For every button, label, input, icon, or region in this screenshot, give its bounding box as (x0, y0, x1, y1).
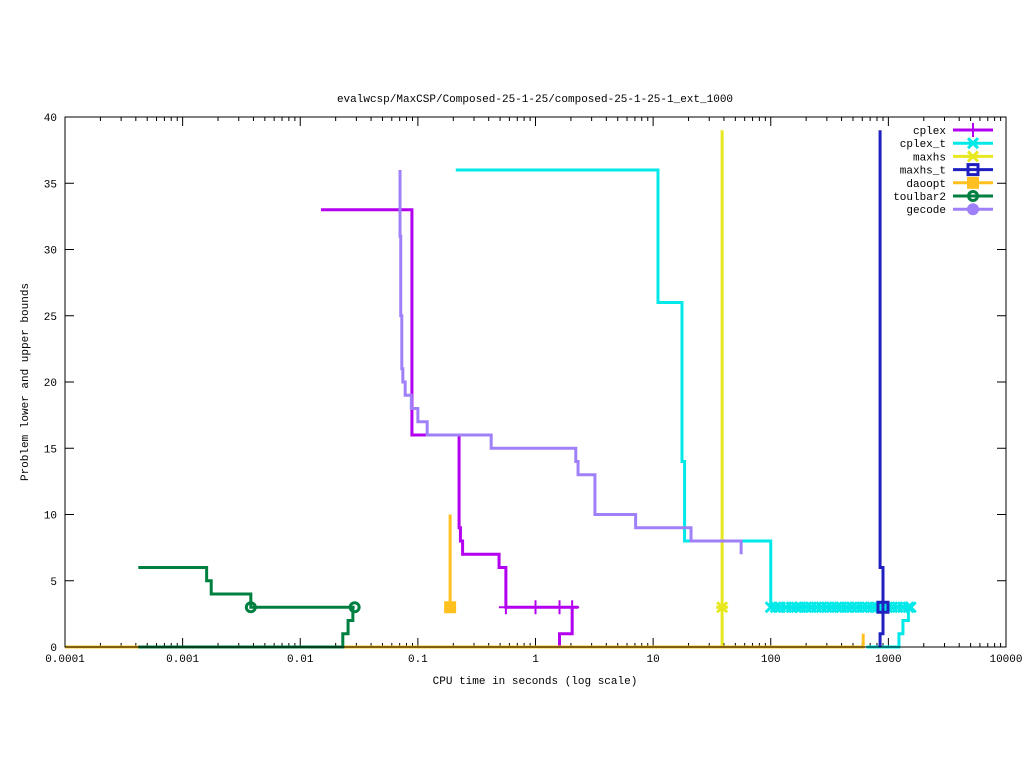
marker-stroke (902, 601, 915, 614)
data-point (498, 600, 513, 615)
chart-title: evalwcsp/MaxCSP/Composed-25-1-25/compose… (337, 94, 733, 106)
series-maxhs (716, 130, 729, 647)
series-line (878, 607, 885, 647)
data-point (528, 600, 543, 615)
legend-label: cplex_t (900, 139, 946, 151)
series-line (455, 168, 911, 609)
marker-shape (244, 601, 257, 614)
series-line (65, 633, 865, 649)
x-tick-label: 0.0001 (45, 654, 85, 666)
legend-label: toulbar2 (893, 192, 946, 204)
series-gecode (398, 170, 743, 555)
x-tick-label: 10000 (989, 654, 1022, 666)
data-point (244, 601, 257, 614)
legend-item-cplex: cplex (913, 123, 993, 138)
x-tick-label: 0.001 (166, 654, 199, 666)
y-axis-label: Problem lower and upper bounds (20, 283, 32, 481)
x-tick-label: 1 (532, 654, 539, 666)
y-tick-label: 15 (44, 444, 57, 456)
legend-label: daoopt (906, 179, 946, 191)
series-line (320, 208, 579, 609)
series-layer (65, 130, 917, 649)
axis-ticks (64, 116, 1007, 648)
y-tick-label: 35 (44, 179, 57, 191)
marker-shape (444, 601, 457, 614)
series-line (878, 130, 885, 608)
data-point (565, 600, 580, 615)
marker-shape (966, 163, 980, 177)
y-tick-label: 30 (44, 246, 57, 258)
plot-frame (64, 116, 1007, 648)
y-tick-label: 20 (44, 378, 57, 390)
x-tick-label: 100 (761, 654, 781, 666)
data-point (716, 601, 729, 614)
series-line (138, 566, 355, 609)
y-tick-label: 10 (44, 511, 57, 523)
y-tick-labels: 0 5 10 15 20 25 30 35 40 (44, 113, 57, 655)
marker-shape (967, 190, 979, 202)
x-tick-label: 0.1 (408, 654, 428, 666)
y-tick-label: 25 (44, 312, 57, 324)
marker-stroke (966, 137, 980, 150)
x-tick-label: 10 (647, 654, 660, 666)
marker-shape (348, 601, 361, 614)
series-cplex-t (455, 168, 917, 649)
marker-stroke (790, 601, 803, 614)
x-axis-label: CPU time in seconds (log scale) (433, 676, 638, 688)
legend-item-maxhs: maxhs (913, 150, 993, 164)
data-point (348, 601, 361, 614)
data-point (790, 601, 803, 614)
legend-marker (966, 163, 980, 177)
series-line (65, 607, 574, 649)
legend-label: maxhs_t (900, 166, 946, 178)
marker-stroke (904, 601, 917, 614)
data-point (904, 601, 917, 614)
legend-marker (966, 123, 980, 137)
series-line (398, 170, 743, 555)
x-tick-label: 1000 (875, 654, 901, 666)
data-point (769, 601, 782, 614)
data-point (902, 601, 915, 614)
legend-label: cplex (913, 126, 946, 138)
data-point (876, 600, 890, 614)
marker-shape (876, 600, 890, 614)
series-daoopt (65, 514, 865, 649)
marker-stroke (769, 601, 782, 614)
series-line (138, 607, 355, 649)
legend-marker (967, 190, 979, 202)
y-tick-label: 0 (50, 643, 57, 655)
legend-label: gecode (906, 205, 946, 217)
y-tick-label: 5 (50, 577, 57, 589)
marker-shape (967, 176, 979, 189)
series-maxhs-t (876, 130, 890, 647)
series-toulbar2 (138, 566, 361, 649)
data-point (444, 601, 457, 614)
series-cplex (65, 208, 580, 649)
legend-item-toulbar2: toulbar2 (893, 190, 993, 204)
data-point (552, 600, 567, 615)
y-tick-label: 40 (44, 113, 57, 125)
legend-marker (966, 137, 980, 150)
legend-item-daoopt: daoopt (906, 176, 993, 191)
legend-marker (966, 150, 980, 163)
legend-marker (967, 176, 979, 189)
x-tick-labels: 0.0001 0.001 0.01 0.1 1 10 100 1000 10000 (45, 654, 1022, 666)
marker-shape (967, 203, 979, 216)
legend-label: maxhs (913, 152, 946, 164)
legend-marker (967, 203, 979, 216)
legend-item-maxhs-t: maxhs_t (900, 163, 993, 178)
x-tick-label: 0.01 (287, 654, 314, 666)
legend-item-cplex-t: cplex_t (900, 137, 993, 151)
legend-item-gecode: gecode (906, 203, 993, 217)
